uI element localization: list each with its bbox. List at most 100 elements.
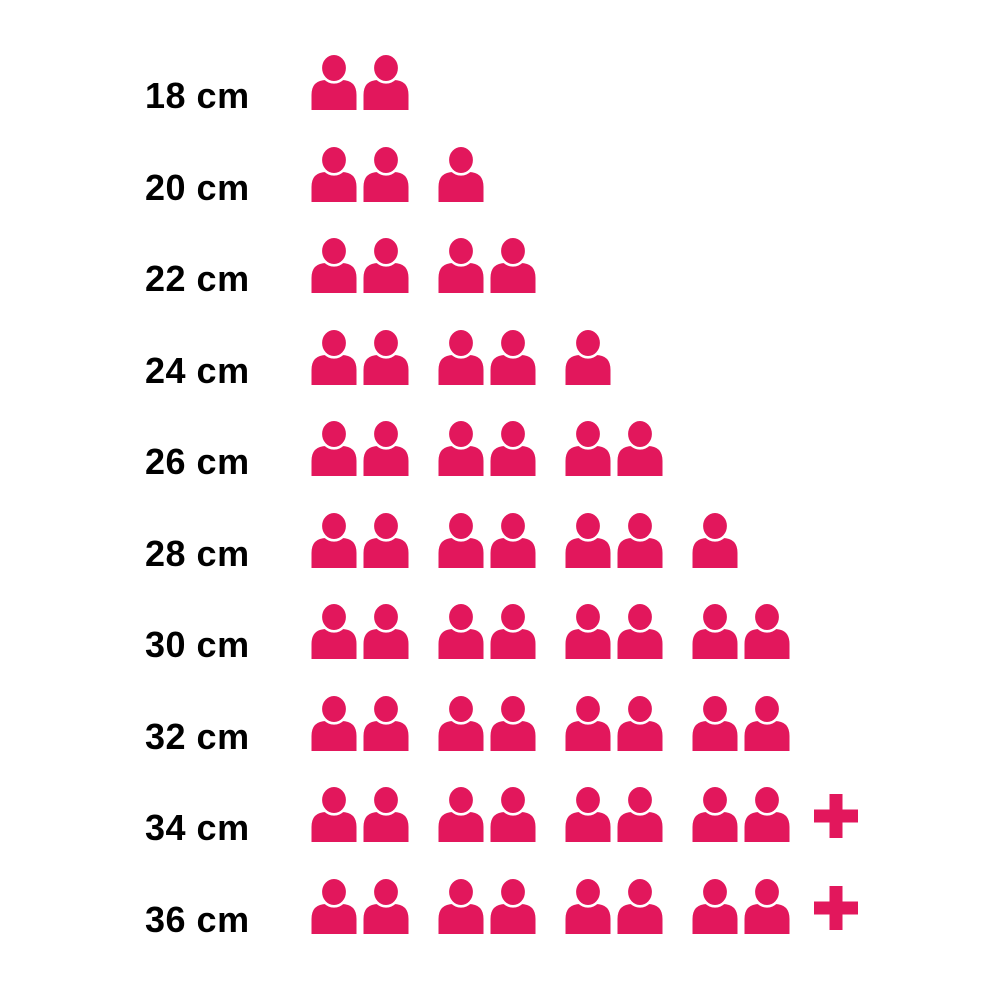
person-icon [692,510,738,568]
icon-groups [310,876,859,934]
pictogram-row: 22 cm [145,236,859,297]
person-icon [490,602,536,659]
icon-group [310,510,410,568]
plus-icon [814,885,858,930]
row-label: 22 cm [145,258,250,299]
person-icon [565,693,611,751]
pictogram-row: 18 cm [145,53,859,114]
person-icon [565,510,611,568]
pictogram-row: 30 cm [145,602,859,663]
icon-groups [310,236,537,293]
person-icon [311,53,357,110]
person-icon [490,510,536,568]
icon-group [691,602,791,659]
person-icon [311,602,357,659]
pictogram-row: 32 cm [145,693,859,754]
icon-group [564,876,664,934]
row-label: 32 cm [145,715,250,757]
icon-group [437,785,537,842]
icon-group [310,327,410,385]
person-icon [565,876,611,934]
icon-group [437,693,537,751]
icon-group [564,785,664,842]
person-icon [311,693,357,751]
icon-groups [310,419,664,476]
icon-group [437,236,537,293]
icon-group [437,144,485,202]
pictogram-row: 20 cm [145,144,859,205]
person-icon [311,419,357,476]
person-icon [311,236,357,293]
person-icon [744,602,790,659]
person-icon [363,876,409,934]
icon-groups [310,327,612,385]
person-icon [363,53,409,110]
icon-group [564,327,612,385]
icon-group [310,876,410,934]
icon-group [691,510,739,568]
person-icon [565,602,611,659]
icon-group [564,510,664,568]
person-icon [744,693,790,751]
person-icon [363,236,409,293]
icon-group [310,419,410,476]
person-icon [311,510,357,568]
icon-group [437,510,537,568]
icon-groups [310,693,791,751]
person-icon [438,419,484,476]
icon-group [437,876,537,934]
person-icon [438,602,484,659]
pictogram-row: 24 cm [145,327,859,388]
person-icon [363,602,409,659]
person-icon [744,876,790,934]
pictogram-row: 26 cm [145,419,859,480]
icon-group [564,693,664,751]
icon-group [310,53,410,110]
person-icon [617,602,663,659]
icon-group [437,419,537,476]
person-icon [565,327,611,385]
person-icon [617,510,663,568]
person-icon [692,602,738,659]
person-icon [438,327,484,385]
person-icon [363,327,409,385]
person-icon [363,510,409,568]
person-icon [617,876,663,934]
row-label: 26 cm [145,441,250,482]
person-icon [311,144,357,202]
icon-group [691,785,791,842]
person-icon [438,510,484,568]
person-icon [363,693,409,751]
icon-groups [310,53,410,110]
person-icon [311,876,357,934]
person-icon [490,693,536,751]
plus-icon [814,794,858,838]
person-icon [617,785,663,842]
icon-group [310,602,410,659]
person-icon [438,876,484,934]
icon-group [310,785,410,842]
row-label: 24 cm [145,349,250,391]
person-icon [490,236,536,293]
person-icon [617,419,663,476]
person-icon [692,785,738,842]
person-icon [363,144,409,202]
pictogram-row: 28 cm [145,510,859,571]
icon-groups [310,144,485,202]
icon-group [564,419,664,476]
icon-groups [310,510,739,568]
person-icon [565,785,611,842]
person-icon [363,419,409,476]
icon-group [564,602,664,659]
row-label: 18 cm [145,75,250,116]
icon-group [310,144,410,202]
person-icon [438,236,484,293]
icon-groups [310,602,791,659]
person-icon [565,419,611,476]
row-label: 34 cm [145,807,250,848]
icon-group [310,236,410,293]
icon-group [691,876,791,934]
person-icon [490,419,536,476]
person-icon [617,693,663,751]
person-icon [438,144,484,202]
